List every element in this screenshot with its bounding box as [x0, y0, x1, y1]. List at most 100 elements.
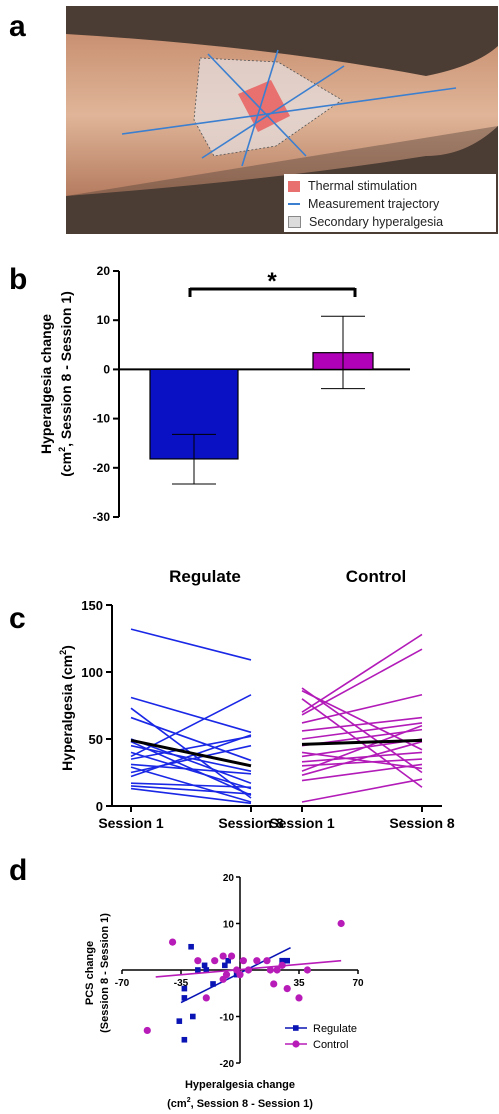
- data-point: [219, 952, 227, 960]
- panel-d-xlabel-line1: Hyperalgesia change: [185, 1079, 295, 1091]
- data-point: [225, 957, 231, 964]
- panel-a-letter: a: [9, 10, 26, 43]
- subject-line: [130, 787, 252, 805]
- panel-b-bar-chart: Hyperalgesia change (cm2, Session 8 - Se…: [38, 264, 410, 524]
- data-point: [211, 957, 219, 965]
- data-point: [227, 952, 236, 960]
- subject-line: [130, 782, 252, 789]
- y-tick-label: 0: [96, 799, 103, 814]
- data-point: [190, 1013, 196, 1020]
- subject-line: [301, 648, 423, 716]
- y-tick-label: -20: [220, 1059, 235, 1070]
- y-tick-label: 20: [97, 264, 111, 278]
- y-tick-label: 150: [81, 598, 103, 613]
- y-tick-label: 10: [97, 313, 111, 327]
- data-point: [195, 967, 201, 973]
- data-point: [181, 1036, 188, 1043]
- subject-line: [301, 778, 423, 803]
- data-point: [202, 994, 210, 1002]
- y-tick-label: 20: [223, 873, 235, 884]
- subject-line: [130, 734, 252, 778]
- data-point: [181, 995, 188, 1001]
- photo-legend: Thermal stimulation Measurement trajecto…: [288, 177, 496, 231]
- legend-item-thermal-stimulation: Thermal stimulation: [288, 177, 496, 195]
- data-point: [279, 957, 285, 964]
- y-tick-label: 10: [223, 920, 235, 931]
- regression-line: [155, 959, 342, 978]
- data-point: [239, 957, 247, 965]
- x-tick-label: -35: [174, 978, 189, 989]
- x-tick-label: -70: [115, 978, 130, 989]
- secondary-hyperalgesia-swatch: [288, 216, 301, 228]
- subject-line: [130, 735, 252, 760]
- legend-label: Regulate: [313, 1023, 357, 1035]
- panel-b-letter: b: [9, 263, 28, 296]
- subject-line: [301, 722, 423, 740]
- panel-b-bars: [149, 315, 374, 485]
- y-tick-label: 50: [89, 732, 103, 747]
- data-point: [188, 943, 194, 950]
- regression-line: [180, 946, 291, 1004]
- panel-c-letter: c: [9, 602, 26, 635]
- subject-line: [130, 763, 252, 775]
- subject-line: [301, 751, 423, 763]
- subject-line: [301, 724, 423, 772]
- panel-d-ylabel-line1: PCS change: [84, 941, 96, 1005]
- data-point: [283, 985, 291, 993]
- x-tick-label: 35: [293, 978, 305, 989]
- data-point: [236, 971, 244, 979]
- subject-line: [301, 758, 423, 767]
- y-tick-label: -20: [93, 461, 111, 475]
- data-point: [143, 1026, 151, 1035]
- data-point: [244, 966, 253, 974]
- panel-d-marks: [143, 919, 345, 1043]
- legend-item-secondary-hyperalgesia: Secondary hyperalgesia: [288, 213, 496, 231]
- subject-line: [130, 785, 252, 795]
- panel-d-scatter-chart: PCS change (Session 8 - Session 1) 20 10 -…: [84, 873, 364, 1110]
- x-tick-label: 70: [352, 978, 364, 989]
- data-point: [201, 962, 208, 969]
- data-point: [263, 957, 271, 965]
- x-tick-label: Session 8: [389, 815, 455, 831]
- data-point: [203, 967, 210, 973]
- legend-label: Control: [313, 1039, 348, 1051]
- y-tick-label: -10: [93, 412, 111, 426]
- thermal-stimulation-square: [238, 80, 290, 132]
- data-point: [337, 919, 345, 928]
- legend-label: Measurement trajectory: [308, 197, 440, 211]
- y-tick-label: 0: [103, 362, 110, 376]
- data-point: [176, 1018, 183, 1024]
- data-point: [210, 981, 216, 987]
- photo-legend-box: [284, 174, 496, 232]
- panel-b-axes: 20 10 0 -10 -20 -30: [93, 264, 410, 524]
- legend-marker: [292, 1040, 300, 1048]
- thermal-stimulation-swatch: [288, 180, 300, 192]
- measurement-trajectories: [121, 49, 457, 167]
- legend-label: Secondary hyperalgesia: [309, 215, 444, 229]
- data-point: [181, 985, 188, 992]
- legend-item-measurement-trajectory: Measurement trajectory: [288, 195, 496, 213]
- legend-marker: [293, 1025, 299, 1031]
- data-point: [222, 971, 231, 979]
- subject-line: [130, 628, 252, 661]
- subject-line: [301, 751, 423, 770]
- group-label-regulate: Regulate: [169, 567, 241, 586]
- subject-line: [301, 716, 423, 732]
- y-tick-label: 100: [81, 665, 103, 680]
- data-point: [303, 966, 312, 974]
- panel-c-line-chart: Regulate Control Hyperalgesia (cm2) 0 50 1…: [58, 567, 455, 831]
- data-point: [295, 994, 303, 1002]
- x-tick-label: Session 1: [269, 815, 335, 831]
- legend-label: Thermal stimulation: [308, 179, 418, 193]
- forearm-photo: [66, 6, 498, 234]
- subject-line: [301, 763, 423, 782]
- panel-b-ylabel-line1: Hyperalgesia change: [38, 314, 54, 454]
- panel-d-ylabel-line2: (Session 8 - Session 1): [99, 913, 111, 1033]
- subject-line: [130, 716, 252, 762]
- panel-c-ylabel: Hyperalgesia (cm2): [58, 645, 75, 771]
- subject-line: [130, 694, 252, 758]
- subject-line: [130, 744, 252, 774]
- data-point: [194, 957, 202, 965]
- panel-d-legend: Regulate Control: [285, 1023, 357, 1051]
